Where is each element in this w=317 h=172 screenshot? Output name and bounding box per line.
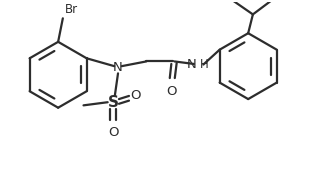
Text: N: N [187,58,197,71]
Text: O: O [166,85,177,98]
Text: Br: Br [65,3,78,16]
Text: O: O [108,126,119,139]
Text: H: H [200,58,208,71]
Text: N: N [113,61,123,74]
Text: S: S [108,95,119,110]
Text: O: O [131,89,141,103]
